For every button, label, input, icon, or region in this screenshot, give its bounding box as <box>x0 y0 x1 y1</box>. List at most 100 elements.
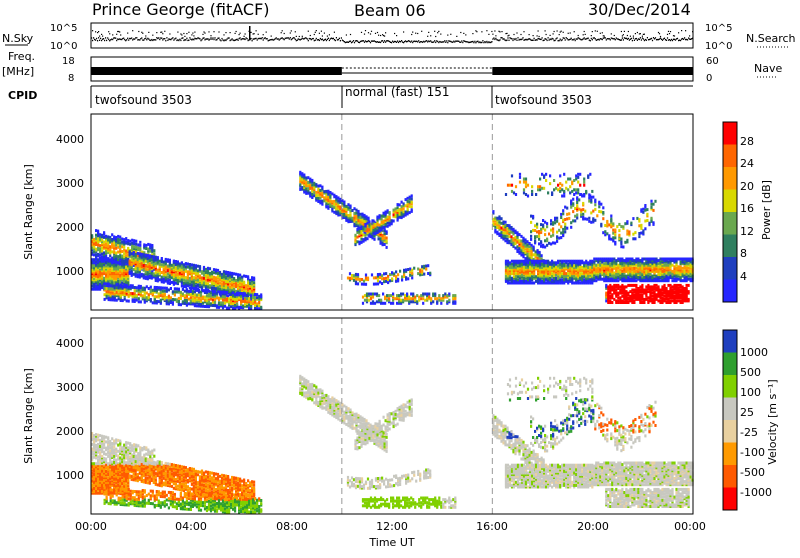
power-cell <box>153 272 155 275</box>
power-cell <box>168 295 170 298</box>
nsky-point <box>240 33 241 34</box>
power-cell <box>384 302 386 305</box>
power-cell <box>184 299 186 302</box>
power-cell <box>118 297 120 300</box>
nsky-spike <box>249 26 251 40</box>
nsky-point <box>491 41 492 42</box>
power-cell <box>158 300 160 303</box>
power-cell <box>200 294 202 297</box>
power-cell <box>217 280 219 283</box>
power-cell <box>386 299 388 302</box>
power-cell <box>512 237 514 240</box>
nsky-point <box>226 39 227 40</box>
power-cell <box>157 256 159 259</box>
nsky-point <box>97 40 98 41</box>
nsky-point <box>622 37 623 38</box>
power-cell <box>384 243 386 246</box>
nsky-point <box>501 31 502 32</box>
nsky-point <box>554 31 555 32</box>
power-cell <box>508 240 510 243</box>
power-heatmap <box>91 114 694 310</box>
nsky-point <box>562 39 563 40</box>
power-cell <box>153 263 155 266</box>
power-cell <box>228 307 230 310</box>
power-cell <box>205 271 207 274</box>
nsky-point <box>600 33 601 34</box>
nsky-point <box>213 39 214 40</box>
power-cell <box>383 272 385 275</box>
power-cell <box>392 302 394 305</box>
power-cell <box>385 272 387 275</box>
power-cell <box>122 285 124 288</box>
power-cell <box>187 266 189 269</box>
nsky-point <box>446 40 447 41</box>
power-cell <box>218 301 220 304</box>
nsky-point <box>465 34 466 35</box>
nsky-point <box>328 38 329 39</box>
nsky-point <box>353 40 354 41</box>
power-cell <box>128 286 130 289</box>
power-cell <box>376 229 378 232</box>
power-cell <box>101 249 103 252</box>
power-cell <box>161 263 163 266</box>
power-cell <box>514 247 516 250</box>
power-cell <box>230 296 232 299</box>
power-cell <box>358 227 360 230</box>
nsky-point <box>417 33 418 34</box>
power-cell <box>321 186 323 189</box>
power-cell <box>101 238 103 241</box>
power-cell <box>541 263 543 266</box>
nsky-point <box>108 39 109 40</box>
nsky-point <box>651 38 652 39</box>
power-cell <box>145 254 147 257</box>
power-cell <box>599 275 601 278</box>
power-cell <box>525 280 527 283</box>
power-cell <box>119 245 121 248</box>
nsky-point <box>214 37 215 38</box>
power-cell <box>311 179 313 182</box>
power-cell <box>117 238 119 241</box>
power-cell <box>409 196 411 199</box>
nsky-point <box>138 31 139 32</box>
power-cell <box>208 301 210 304</box>
power-cell <box>569 260 571 263</box>
nsky-point <box>486 30 487 31</box>
power-cell <box>210 298 212 301</box>
power-cell <box>195 272 197 275</box>
power-cell <box>236 303 238 306</box>
power-cell <box>181 285 183 288</box>
nsky-point <box>670 31 671 32</box>
power-cell <box>393 272 395 275</box>
power-cell <box>222 302 224 305</box>
nsky-point <box>95 39 96 40</box>
power-cell <box>381 221 383 224</box>
power-cell <box>317 185 319 188</box>
power-cell <box>412 293 414 296</box>
power-cell <box>245 284 247 287</box>
nsky-point <box>559 40 560 41</box>
power-cell <box>151 244 153 247</box>
power-cell <box>120 284 122 287</box>
power-cell <box>408 300 410 303</box>
power-cell <box>518 250 520 253</box>
nsky-point <box>91 37 92 38</box>
power-cell <box>227 294 229 297</box>
power-cell <box>194 297 196 300</box>
power-cell <box>557 260 559 263</box>
power-cell <box>549 261 551 264</box>
power-cell <box>225 271 227 274</box>
power-cell <box>180 291 182 294</box>
nsky-point <box>308 40 309 41</box>
nsky-point <box>644 34 645 35</box>
power-cell <box>549 277 551 280</box>
nsky-point <box>145 38 146 39</box>
power-cell <box>203 266 205 269</box>
power-cell <box>379 227 381 230</box>
power-cell <box>368 224 370 227</box>
power-cell <box>599 258 601 261</box>
power-cell <box>112 295 114 298</box>
power-cell <box>597 258 599 261</box>
power-cell <box>524 242 526 245</box>
power-cell <box>149 254 151 257</box>
